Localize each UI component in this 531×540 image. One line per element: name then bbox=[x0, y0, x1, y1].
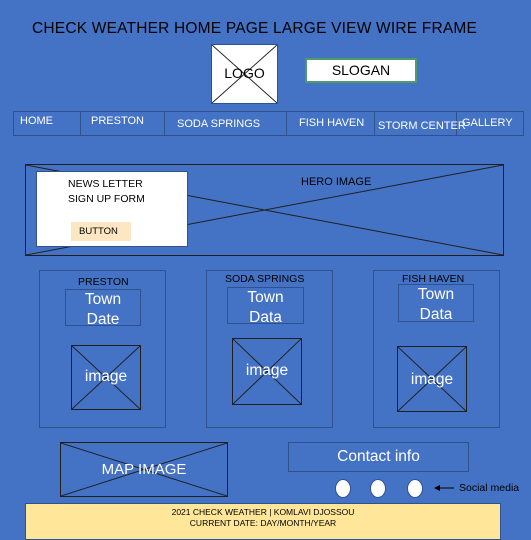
town-line1: Town bbox=[247, 289, 284, 306]
town-line2: Data bbox=[419, 306, 453, 323]
contact-info-box[interactable]: Contact info bbox=[288, 442, 469, 472]
slogan-box: SLOGAN bbox=[305, 58, 417, 83]
town-info-box: Town Date bbox=[65, 289, 141, 328]
footer: 2021 CHECK WEATHER | KOMLAVI DJOSSOU CUR… bbox=[25, 503, 501, 540]
hero-image-label: HERO IMAGE bbox=[301, 176, 372, 188]
logo-cross-icon bbox=[212, 45, 277, 103]
town-image-label: image bbox=[245, 362, 289, 379]
footer-current-date: CURRENT DATE: DAY/MONTH/YEAR bbox=[189, 518, 337, 528]
town-line2: Data bbox=[249, 309, 282, 326]
town-image-label: image bbox=[84, 368, 128, 385]
image-cross-icon bbox=[233, 339, 301, 404]
map-cross-icon bbox=[61, 443, 227, 496]
newsletter-submit-button[interactable]: BUTTON bbox=[71, 222, 131, 241]
social-media-icon[interactable] bbox=[370, 479, 386, 498]
image-cross-icon bbox=[72, 346, 140, 409]
newsletter-title-line2: SIGN UP FORM bbox=[68, 193, 145, 205]
town-image-label: image bbox=[410, 371, 454, 388]
logo-placeholder[interactable]: LOGO bbox=[211, 44, 278, 104]
map-image-label: MAP IMAGE bbox=[101, 461, 187, 478]
nav-item-preston[interactable]: PRESTON bbox=[81, 112, 165, 135]
nav-item-soda-springs[interactable]: SODA SPRINGS bbox=[165, 112, 287, 135]
social-media-icon[interactable] bbox=[407, 479, 423, 498]
town-line1: Town bbox=[84, 291, 122, 308]
arrow-left-icon bbox=[434, 485, 454, 491]
social-media-label: Social media bbox=[459, 482, 520, 494]
nav-item-home[interactable]: HOME bbox=[14, 112, 81, 135]
town-card-title: PRESTON bbox=[78, 276, 129, 288]
newsletter-title-line1: NEWS LETTER bbox=[68, 178, 143, 190]
town-card-title: SODA SPRINGS bbox=[225, 273, 305, 285]
town-image: image bbox=[232, 338, 302, 405]
town-image: image bbox=[71, 345, 141, 410]
town-card-title: FISH HAVEN bbox=[402, 273, 465, 285]
town-card-soda-springs bbox=[206, 270, 333, 428]
newsletter-signup-form: NEWS LETTER SIGN UP FORM bbox=[36, 171, 188, 247]
nav-item-storm-center[interactable]: STORM CENTER bbox=[375, 112, 466, 135]
town-line2: Date bbox=[86, 311, 120, 328]
image-cross-icon bbox=[398, 347, 466, 411]
town-info-box: Town Data bbox=[398, 284, 474, 323]
main-nav: HOME PRESTON SODA SPRINGS FISH HAVEN STO… bbox=[13, 111, 524, 136]
nav-item-gallery[interactable]: GALLERY bbox=[462, 117, 513, 129]
nav-item-fish-haven[interactable]: FISH HAVEN bbox=[287, 112, 375, 135]
town-line1: Town bbox=[417, 286, 455, 303]
map-image: MAP IMAGE bbox=[60, 442, 228, 497]
town-card-fish-haven bbox=[373, 270, 500, 428]
logo-label: LOGO bbox=[224, 65, 265, 81]
social-media-icon[interactable] bbox=[335, 479, 351, 498]
page-title: CHECK WEATHER HOME PAGE LARGE VIEW WIRE … bbox=[32, 20, 478, 37]
town-card-preston bbox=[39, 270, 166, 428]
town-info-box: Town Data bbox=[227, 287, 304, 326]
town-image: image bbox=[397, 346, 467, 412]
footer-copyright: 2021 CHECK WEATHER | KOMLAVI DJOSSOU bbox=[171, 507, 355, 517]
